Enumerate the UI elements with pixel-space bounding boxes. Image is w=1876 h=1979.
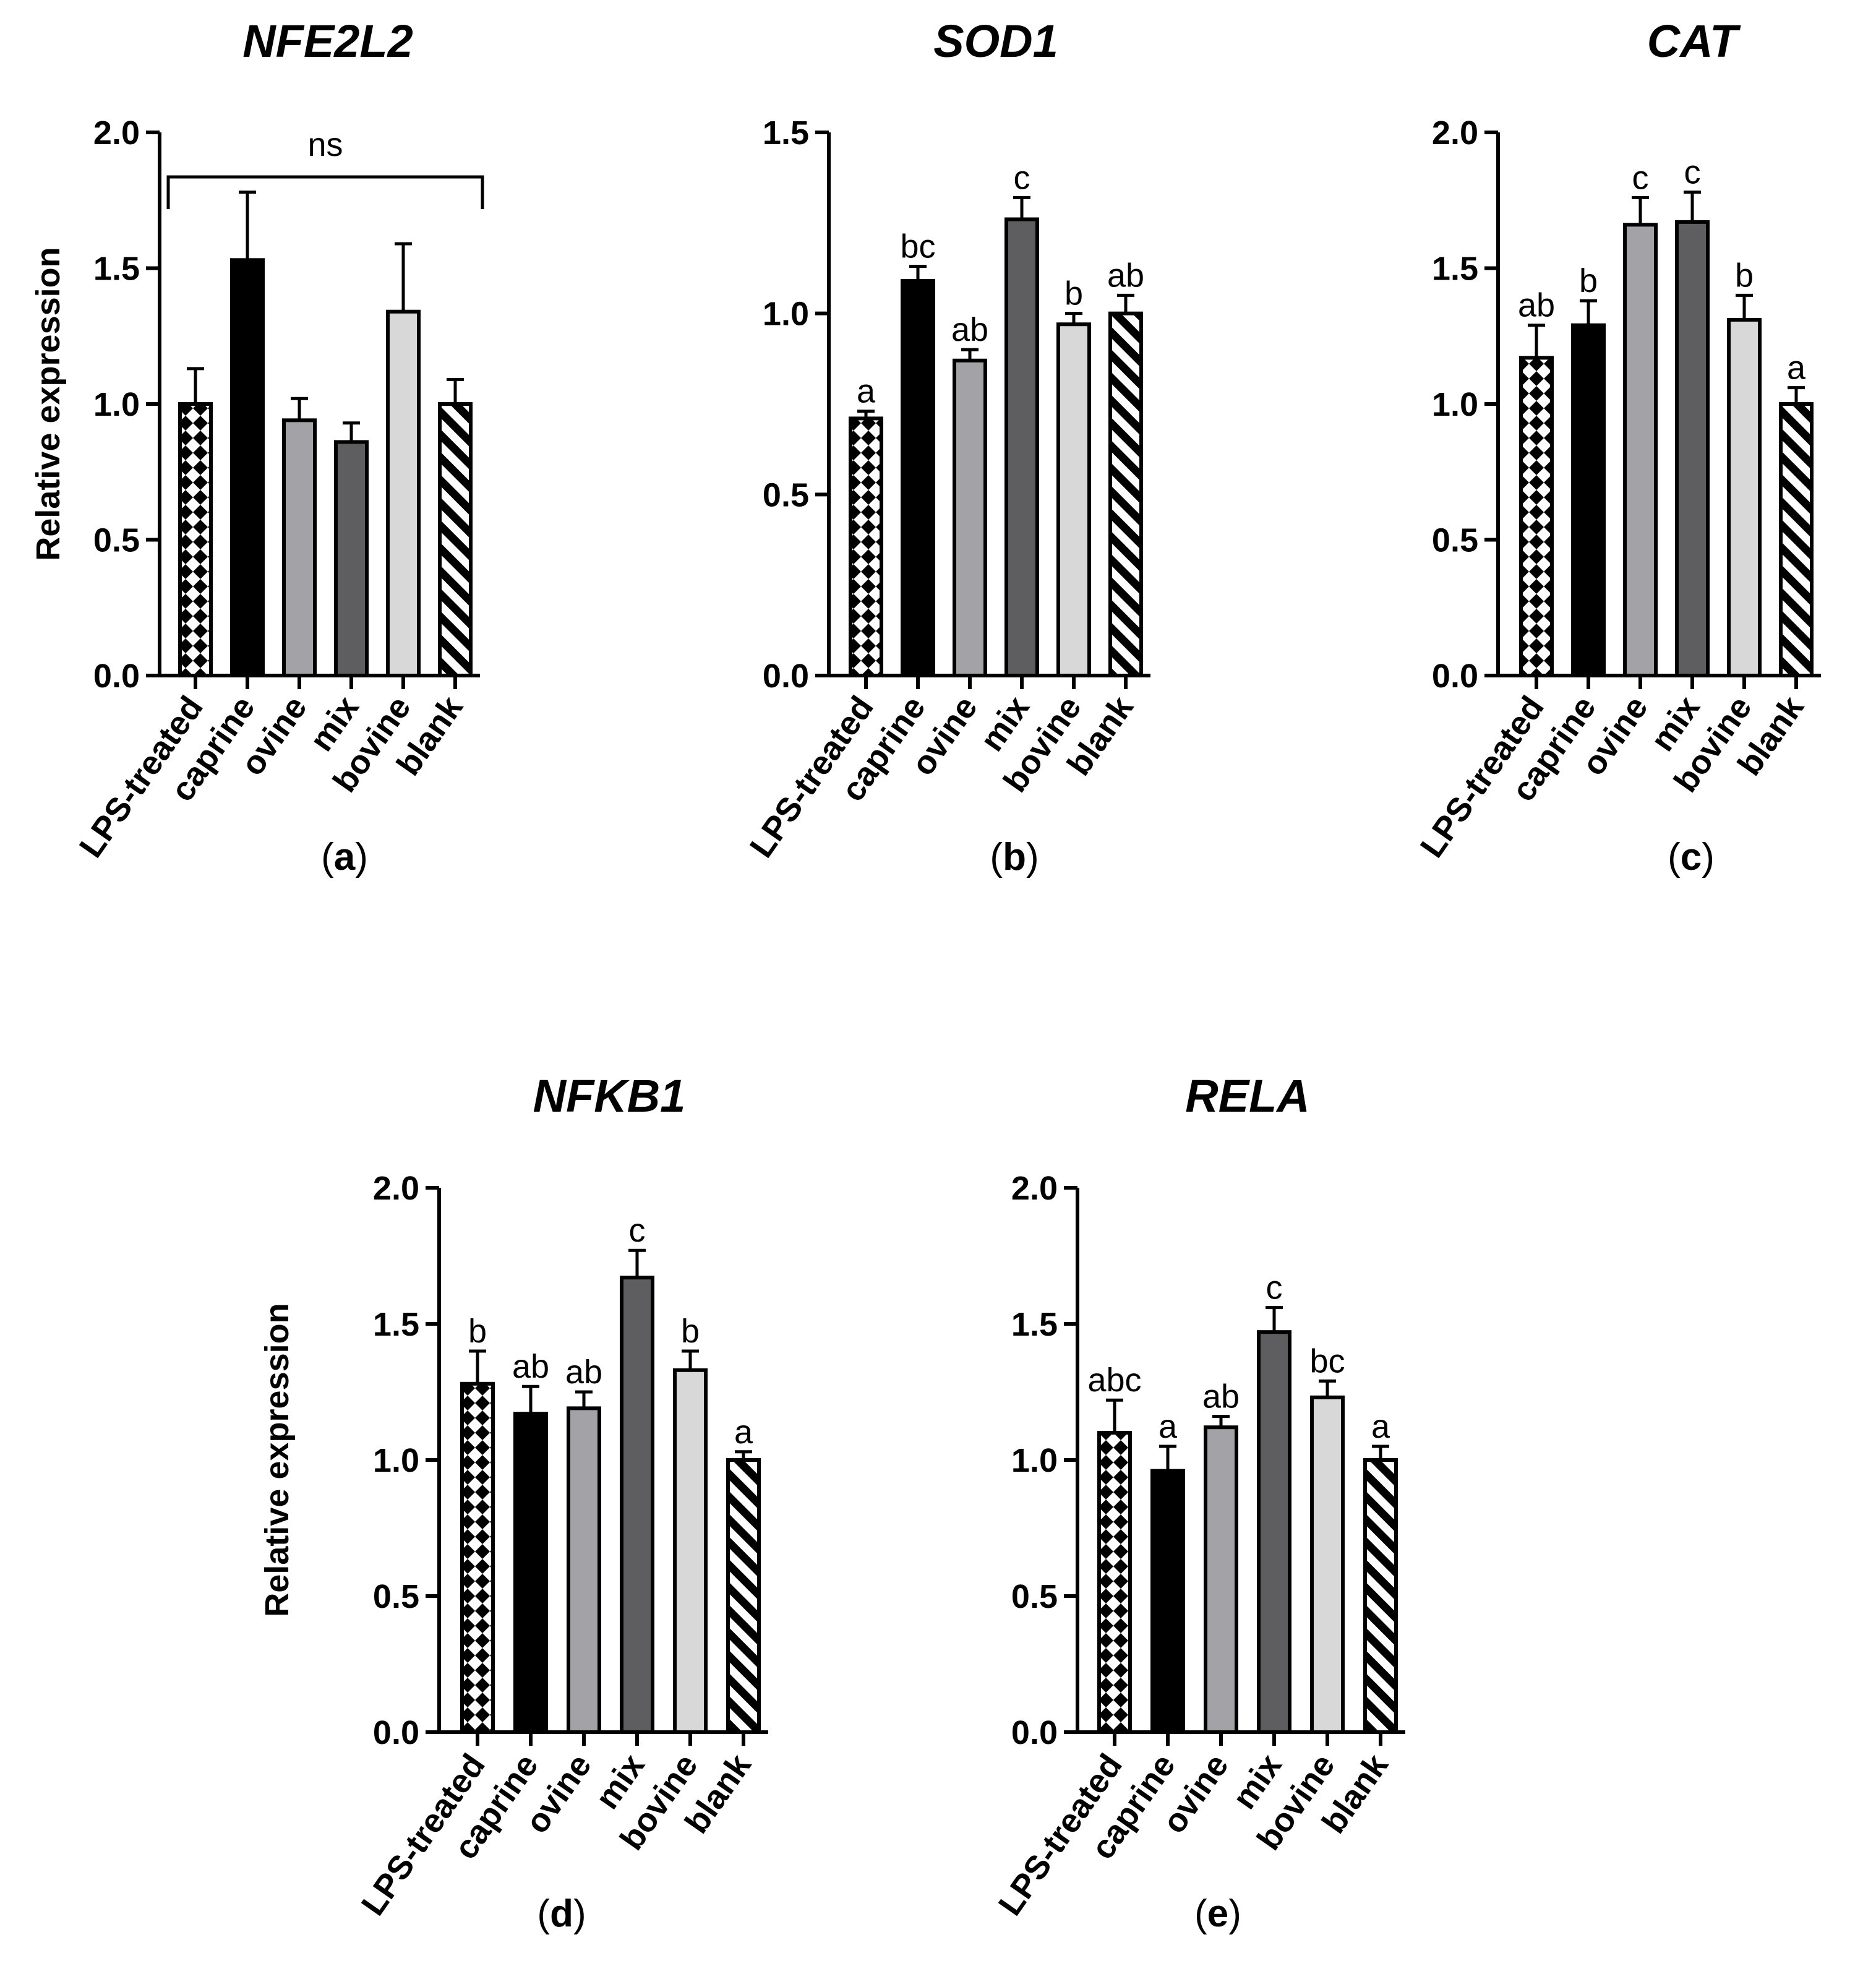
bar-ovine: [1204, 1425, 1238, 1734]
y-tick-label: 0.0: [1432, 658, 1478, 695]
bar-LPS-treated: [178, 402, 213, 677]
bar-mix: [1675, 220, 1710, 677]
chart-title: NFKB1: [533, 1070, 686, 1122]
y-tick-label: 2.0: [1011, 1170, 1058, 1207]
significance-label: b: [1735, 257, 1754, 294]
significance-label: c: [1684, 154, 1701, 191]
bracket-label: ns: [307, 126, 343, 163]
significance-label: ab: [951, 311, 988, 348]
y-tick-label: 0.5: [1011, 1578, 1058, 1615]
chart-title: RELA: [1185, 1070, 1309, 1122]
panel-label: (c): [1668, 836, 1715, 878]
panel-label: (d): [537, 1892, 586, 1935]
bar-caprine: [1571, 323, 1606, 677]
y-tick-label: 1.0: [93, 386, 140, 423]
bar-mix: [334, 440, 369, 678]
y-tick-label: 0.5: [373, 1578, 419, 1615]
significance-label: abc: [1087, 1362, 1141, 1399]
panel-label: (b): [990, 836, 1039, 878]
significance-bracket: [166, 175, 484, 209]
significance-label: bc: [1309, 1342, 1345, 1380]
bar-bovine: [1056, 322, 1091, 677]
y-tick-label: 0.0: [1011, 1714, 1058, 1751]
y-tick-label: 0.5: [93, 522, 140, 559]
chart-panel-d: NFKB1 0.0 0.5 1.0 1.5 2.0 Relative expression b…: [259, 1070, 768, 1935]
y-tick-label: 0.5: [1432, 522, 1478, 559]
bar-mix: [1004, 217, 1039, 678]
y-tick-label: 2.0: [1432, 114, 1478, 152]
y-tick-label: 0.0: [763, 658, 809, 695]
bar-blank: [726, 1458, 761, 1734]
y-tick-label: 2.0: [373, 1170, 419, 1207]
significance-label: b: [1064, 275, 1083, 312]
significance-label: ab: [512, 1348, 549, 1385]
bar-bovine: [1727, 317, 1762, 677]
y-tick-label: 1.0: [373, 1442, 419, 1479]
significance-label: b: [1579, 262, 1598, 299]
bar-LPS-treated: [1097, 1431, 1132, 1734]
chart-title: CAT: [1647, 15, 1741, 67]
bar-caprine: [230, 258, 265, 677]
significance-label: c: [629, 1212, 646, 1249]
y-tick-label: 1.5: [1432, 251, 1478, 288]
bar-mix: [1257, 1330, 1291, 1734]
significance-label: c: [1014, 159, 1030, 196]
y-axis-label: Relative expression: [30, 247, 67, 560]
bar-LPS-treated: [849, 416, 883, 677]
y-tick-label: 1.5: [373, 1306, 419, 1343]
bar-caprine: [901, 278, 935, 677]
bar-LPS-treated: [1519, 356, 1554, 677]
y-tick-label: 2.0: [93, 114, 140, 152]
panel-label: (a): [321, 836, 368, 878]
bar-blank: [1108, 311, 1143, 677]
bar-bovine: [1310, 1395, 1345, 1735]
bar-bovine: [673, 1368, 708, 1735]
y-tick-label: 0.5: [763, 476, 809, 513]
significance-label: a: [1371, 1408, 1390, 1445]
significance-label: a: [1159, 1408, 1178, 1445]
y-tick-label: 1.0: [1432, 386, 1478, 423]
bar-caprine: [1150, 1469, 1185, 1735]
bar-LPS-treated: [460, 1381, 495, 1735]
y-axis-label: Relative expression: [259, 1303, 296, 1616]
bar-blank: [1363, 1458, 1398, 1734]
significance-label: c: [1632, 159, 1649, 196]
bar-mix: [620, 1276, 654, 1734]
y-tick-label: 1.0: [763, 296, 809, 333]
bar-caprine: [513, 1412, 548, 1734]
bar-ovine: [953, 358, 987, 677]
chart-panel-b: SOD10.00.51.01.5aLPS-treatedbccaprineabo…: [743, 15, 1150, 878]
y-tick-label: 1.5: [93, 251, 140, 288]
y-tick-label: 0.0: [373, 1714, 419, 1751]
bar-ovine: [1623, 223, 1658, 677]
y-tick-label: 0.0: [93, 658, 140, 695]
significance-label: bc: [900, 228, 935, 265]
y-tick-label: 1.5: [1011, 1306, 1058, 1343]
bar-bovine: [386, 309, 421, 677]
bar-ovine: [567, 1406, 601, 1734]
chart-panel-a: NFE2L2 0.0 0.5 1.0 1.5 2.0 Relative expression…: [30, 15, 484, 878]
bar-ovine: [282, 418, 317, 678]
chart-title: SOD1: [933, 15, 1058, 67]
bar-blank: [438, 402, 473, 677]
significance-label: ab: [1107, 257, 1144, 294]
significance-label: c: [1266, 1269, 1283, 1307]
significance-label: a: [1787, 350, 1806, 387]
significance-label: a: [857, 373, 876, 410]
panel-label: (e): [1194, 1892, 1241, 1935]
chart-panel-c: CAT0.00.51.01.52.0abLPS-treatedbcaprinec…: [1413, 15, 1821, 878]
y-tick-label: 1.0: [1011, 1442, 1058, 1479]
significance-label: b: [681, 1313, 700, 1350]
chart-panel-e: RELA0.00.51.01.52.0abcLPS-treatedacaprin…: [992, 1070, 1405, 1935]
significance-label: b: [468, 1313, 487, 1350]
bar-blank: [1779, 402, 1814, 677]
significance-label: ab: [1518, 287, 1555, 324]
significance-label: a: [734, 1414, 753, 1451]
significance-label: ab: [565, 1354, 602, 1391]
significance-label: ab: [1202, 1378, 1240, 1415]
chart-title: NFE2L2: [242, 15, 413, 67]
y-tick-label: 1.5: [763, 114, 809, 152]
